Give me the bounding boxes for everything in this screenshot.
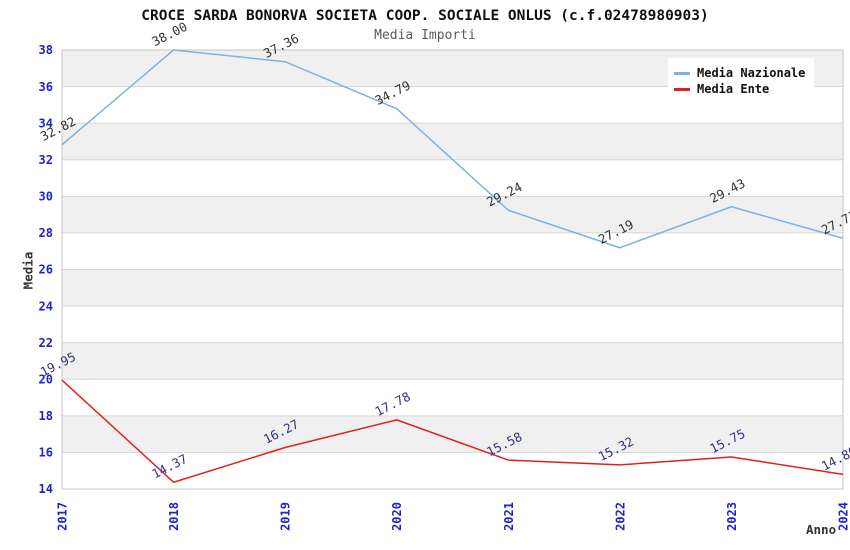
legend-label-media-nazionale: Media Nazionale (697, 66, 806, 80)
legend-swatch-media-ente (674, 87, 690, 91)
legend: Media Nazionale Media Ente (668, 58, 814, 104)
x-axis-title: Anno (806, 522, 837, 537)
plot-bands (62, 50, 843, 453)
x-tick-labels: 2017 2018 2019 2020 2021 2022 2023 2024 (56, 502, 850, 531)
svg-text:38: 38 (39, 43, 53, 57)
legend-item-media-ente: Media Ente (674, 81, 814, 97)
svg-text:2022: 2022 (613, 502, 627, 531)
svg-text:2023: 2023 (725, 502, 739, 531)
y-axis-title: Media (20, 251, 36, 290)
svg-text:24: 24 (39, 299, 53, 313)
svg-text:2017: 2017 (56, 502, 70, 531)
svg-text:14.37: 14.37 (149, 451, 189, 481)
svg-text:20: 20 (39, 372, 53, 386)
svg-text:2024: 2024 (837, 502, 850, 531)
svg-text:28: 28 (39, 226, 53, 240)
legend-swatch-media-nazionale (674, 71, 690, 75)
svg-text:30: 30 (39, 190, 53, 204)
svg-text:2021: 2021 (502, 502, 516, 531)
svg-text:18: 18 (39, 409, 53, 423)
svg-text:2019: 2019 (279, 502, 293, 531)
chart-subtitle: Media Importi (374, 28, 476, 43)
svg-text:2018: 2018 (167, 502, 181, 531)
chart-title: CROCE SARDA BONORVA SOCIETA COOP. SOCIAL… (141, 8, 709, 24)
svg-text:36: 36 (39, 80, 53, 94)
legend-item-media-nazionale: Media Nazionale (674, 65, 814, 81)
series-line-0 (61, 49, 844, 249)
svg-text:22: 22 (39, 336, 53, 350)
plot-border (61, 49, 844, 490)
svg-text:17.78: 17.78 (372, 389, 412, 419)
svg-text:26: 26 (39, 263, 53, 277)
y-tick-labels: 14 16 18 20 22 24 26 28 30 32 34 36 38 (39, 43, 53, 496)
series-line-1 (61, 379, 844, 483)
svg-text:32: 32 (39, 153, 53, 167)
svg-text:16: 16 (39, 446, 53, 460)
legend-label-media-ente: Media Ente (697, 82, 770, 96)
svg-text:14: 14 (39, 482, 53, 496)
svg-text:34: 34 (39, 116, 53, 130)
svg-text:2020: 2020 (390, 502, 404, 531)
